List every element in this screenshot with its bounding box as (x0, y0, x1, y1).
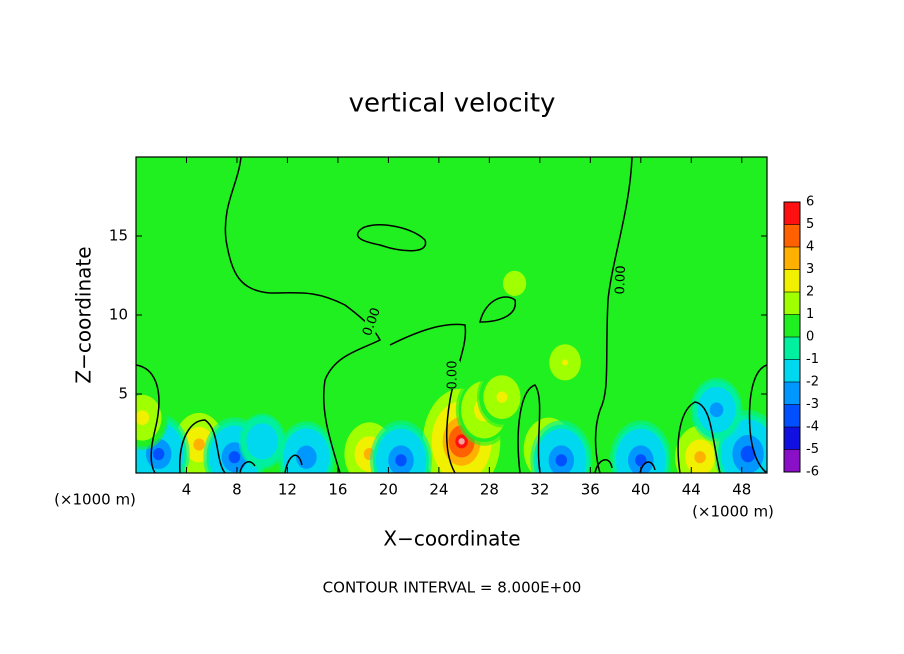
contour-line (389, 323, 467, 473)
x-tick-label: 4 (182, 481, 192, 499)
field-contour-band (697, 454, 704, 461)
footer: CONTOUR INTERVAL = 8.000E+00 (323, 579, 582, 597)
colorbar-swatch (784, 292, 800, 315)
contour-label-bg (360, 306, 384, 338)
y-axis-label: Z−coordinate (72, 246, 96, 383)
colorbar-label: -4 (806, 420, 819, 435)
field-cell (530, 420, 593, 473)
contour-label: 0.00 (446, 361, 461, 390)
field-contour-band (498, 394, 506, 401)
contour-label-bg (613, 265, 629, 295)
x-tick-label: 8 (232, 481, 242, 499)
field-cell (136, 414, 190, 473)
colorbar-swatch (784, 382, 800, 405)
field-cell (493, 259, 536, 308)
field-contour-band (458, 438, 465, 445)
x-unit-left: (×1000 m) (54, 491, 136, 509)
field-contour-band (303, 454, 310, 461)
contour-line (517, 384, 541, 473)
contour-line (594, 157, 633, 473)
colorbar-swatch (784, 247, 800, 270)
colorbar-label: 2 (806, 285, 814, 300)
field-cell (370, 420, 433, 473)
x-unit-right: (×1000 m) (692, 503, 774, 521)
x-tick-label: 20 (379, 481, 398, 499)
colorbar-swatch (784, 449, 800, 472)
contour-line (179, 419, 226, 473)
x-tick-label: 16 (328, 481, 347, 499)
colorbar-label: 4 (806, 240, 814, 255)
field-contour-band (397, 457, 405, 464)
colorbar-swatch (784, 359, 800, 382)
colorbar-label: 6 (806, 195, 814, 210)
colorbar-label: 0 (806, 330, 814, 345)
colorbar-label: -3 (806, 397, 819, 412)
y-tick-label: 10 (109, 306, 128, 324)
field-contour-band (558, 457, 565, 464)
colorbar-swatch (784, 427, 800, 450)
colorbar-label: 3 (806, 262, 814, 277)
x-tick-label: 28 (480, 481, 499, 499)
field-cell (136, 385, 169, 450)
colorbar-swatch (784, 314, 800, 337)
field-contour-band (196, 441, 203, 448)
field-contour-band (139, 414, 146, 421)
colorbar-swatch (784, 404, 800, 427)
colorbar-label: -6 (806, 465, 819, 480)
field-contour-band (713, 406, 720, 413)
colorbar-swatch (784, 337, 800, 360)
contour-line (136, 364, 160, 473)
x-tick-label: 36 (581, 481, 600, 499)
x-tick-label: 32 (530, 481, 549, 499)
field-contour-band (637, 457, 644, 464)
field-contour-band (511, 280, 518, 287)
y-tick-label: 15 (109, 227, 128, 245)
colorbar-swatch (784, 202, 800, 225)
contour-line (479, 296, 516, 323)
colorbar-label: 5 (806, 217, 814, 232)
x-tick-label: 40 (631, 481, 650, 499)
field-cell (476, 366, 527, 428)
field-cell (277, 421, 335, 473)
colorbar-label: -2 (806, 375, 819, 390)
field-cell (609, 420, 672, 473)
field-contour-band (231, 454, 238, 461)
field-cell (238, 413, 286, 470)
contour-line (224, 157, 382, 473)
contour-line (748, 364, 767, 473)
contour-line (677, 401, 721, 473)
colorbar-swatch (784, 224, 800, 247)
x-tick-label: 12 (278, 481, 297, 499)
field-contour-band (155, 450, 162, 458)
contours (136, 157, 767, 473)
x-tick-label: 48 (732, 481, 751, 499)
colorbar-label: -5 (806, 442, 819, 457)
chart-title: vertical velocity (349, 89, 556, 119)
x-tick-label: 24 (429, 481, 448, 499)
field (136, 157, 767, 473)
field-cell (541, 334, 589, 391)
field-contour-band (259, 438, 266, 445)
x-axis-label: X−coordinate (383, 527, 520, 551)
colorbar-swatch (784, 269, 800, 292)
contour-label: 0.00 (613, 265, 629, 294)
field-contour-band (744, 450, 752, 458)
colorbar-label: -1 (806, 352, 819, 367)
field-contour-band (562, 359, 569, 366)
contour-line (356, 224, 427, 252)
colorbar-label: 1 (806, 307, 814, 322)
contour-line (239, 454, 656, 473)
field-cell (690, 377, 743, 442)
y-tick-label: 5 (118, 385, 128, 403)
x-tick-label: 44 (682, 481, 701, 499)
contour-label-bg (446, 361, 460, 389)
